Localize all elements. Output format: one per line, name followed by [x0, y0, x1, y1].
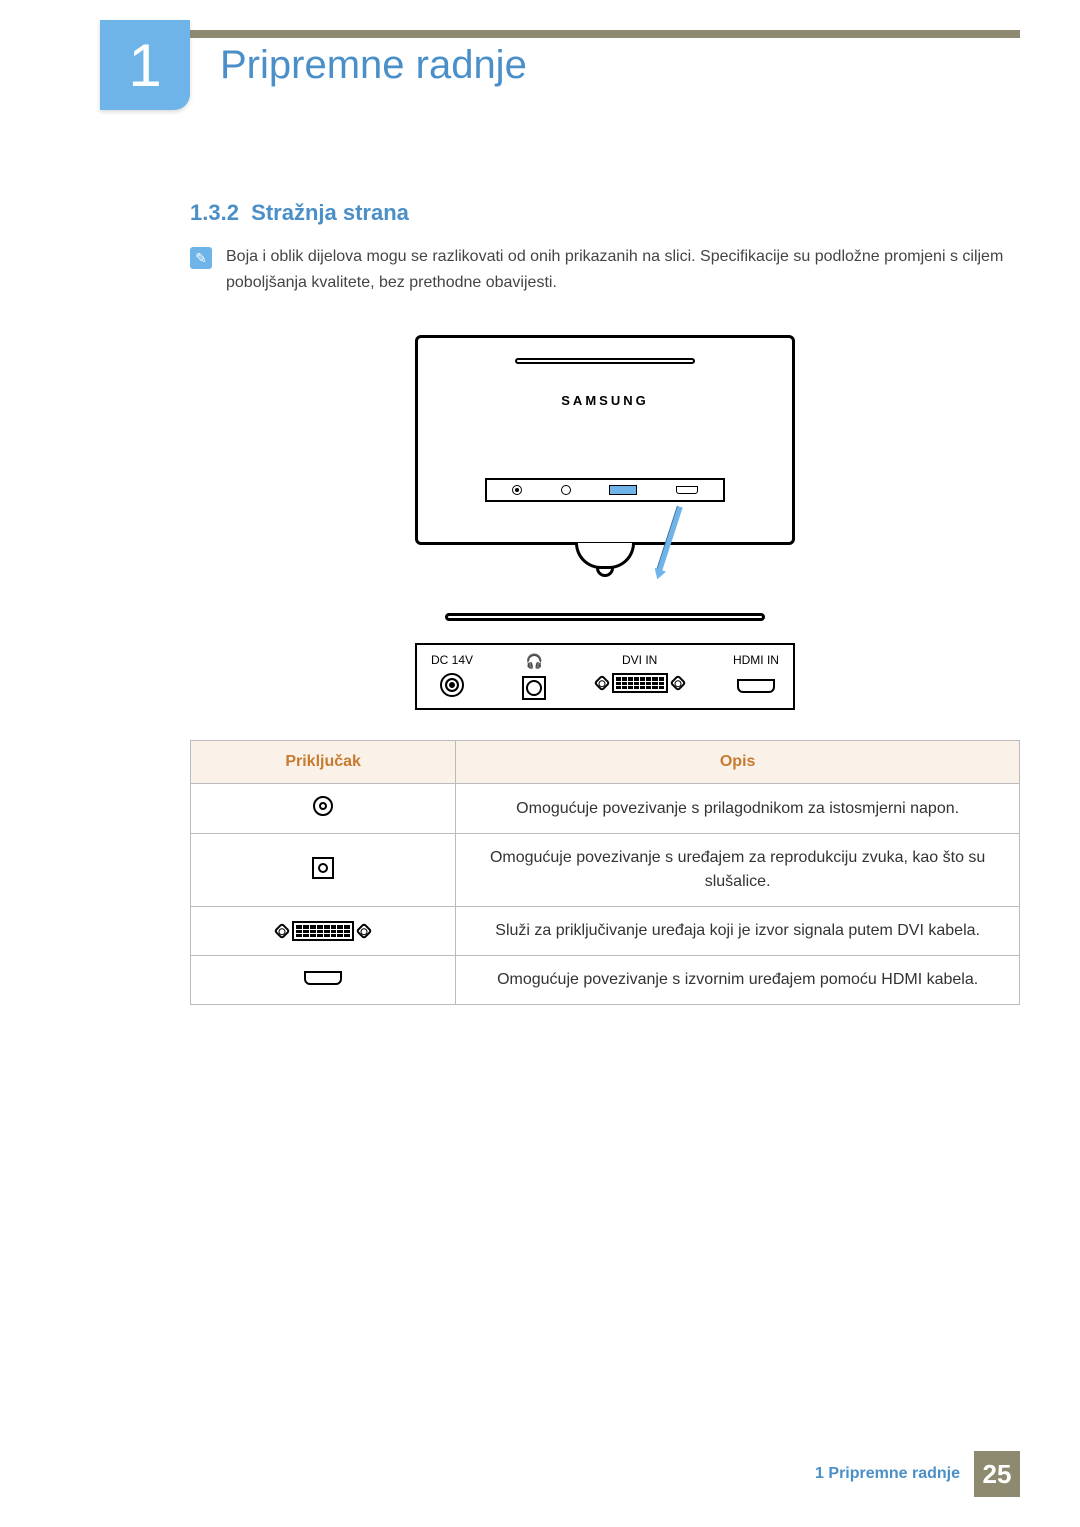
hp-jack-mini-icon: [561, 485, 571, 495]
table-row: Omogućuje povezivanje s prilagodnikom za…: [191, 784, 1020, 834]
dc-icon: [313, 796, 333, 816]
headphone-glyph-icon: 🎧: [526, 653, 543, 670]
dc-jack-mini-icon: [512, 485, 522, 495]
cell-desc: Omogućuje povezivanje s izvornim uređaje…: [456, 956, 1020, 1005]
dc-jack-icon: [440, 673, 464, 697]
ports-table: Priključak Opis Omogućuje povezivanje s …: [190, 740, 1020, 1005]
zoom-hdmi: HDMI IN: [733, 653, 779, 693]
note-text: Boja i oblik dijelova mogu se razlikovat…: [226, 244, 1020, 295]
table-row: Omogućuje povezivanje s izvornim uređaje…: [191, 956, 1020, 1005]
table-row: Služi za priključivanje uređaja koji je …: [191, 907, 1020, 956]
stand-base: [445, 613, 765, 621]
cell-icon-dc: [191, 784, 456, 834]
stand-neck: [575, 543, 635, 569]
zoom-hp: 🎧: [522, 653, 546, 700]
note-block: Boja i oblik dijelova mogu se razlikovat…: [190, 244, 1020, 295]
hdmi-mini-icon: [676, 486, 698, 494]
section-heading: 1.3.2 Stražnja strana: [190, 200, 1020, 226]
th-desc: Opis: [456, 741, 1020, 784]
label-dvi: DVI IN: [622, 653, 657, 667]
cell-icon-dvi: [191, 907, 456, 956]
monitor-rear: SAMSUNG: [415, 335, 795, 545]
hp-jack-icon: [522, 676, 546, 700]
footer-text: 1 Pripremne radnje: [815, 1465, 960, 1483]
port-row-mini: [485, 478, 725, 502]
th-port: Priključak: [191, 741, 456, 784]
footer: 1 Pripremne radnje 25: [815, 1451, 1020, 1497]
section-number: 1.3.2: [190, 200, 239, 225]
cell-desc: Služi za priključivanje uređaja koji je …: [456, 907, 1020, 956]
port-zoom-panel: DC 14V 🎧 DVI IN HDMI IN: [415, 643, 795, 710]
zoom-dc: DC 14V: [431, 653, 473, 697]
page: 1 Pripremne radnje 1.3.2 Stražnja strana…: [0, 0, 1080, 1527]
chapter-number-box: 1: [100, 20, 190, 110]
section-title: Stražnja strana: [251, 200, 409, 225]
brand-label: SAMSUNG: [418, 393, 792, 408]
zoom-dvi: DVI IN: [596, 653, 684, 693]
dvi-mini-icon: [609, 485, 637, 495]
label-hdmi: HDMI IN: [733, 653, 779, 667]
chapter-title: Pripremne radnje: [220, 43, 527, 88]
hp-icon: [312, 857, 334, 879]
table-row: Omogućuje povezivanje s uređajem za repr…: [191, 834, 1020, 907]
vent-slot: [515, 358, 695, 364]
label-dc: DC 14V: [431, 653, 473, 667]
hdmi-port-icon: [737, 679, 775, 693]
table-header-row: Priključak Opis: [191, 741, 1020, 784]
page-number: 25: [974, 1451, 1020, 1497]
top-rule: [190, 30, 1020, 38]
figure-holder: SAMSUNG: [415, 335, 795, 621]
cell-desc: Omogućuje povezivanje s uređajem za repr…: [456, 834, 1020, 907]
hdmi-icon: [304, 971, 342, 985]
dvi-icon: [207, 921, 439, 941]
cell-icon-hp: [191, 834, 456, 907]
section: 1.3.2 Stražnja strana Boja i oblik dijel…: [100, 200, 1020, 1005]
dvi-port-icon: [596, 673, 684, 693]
cell-icon-hdmi: [191, 956, 456, 1005]
figure: SAMSUNG DC 14V: [190, 335, 1020, 710]
note-icon: [190, 247, 212, 269]
chapter-number: 1: [128, 31, 161, 100]
cell-desc: Omogućuje povezivanje s prilagodnikom za…: [456, 784, 1020, 834]
